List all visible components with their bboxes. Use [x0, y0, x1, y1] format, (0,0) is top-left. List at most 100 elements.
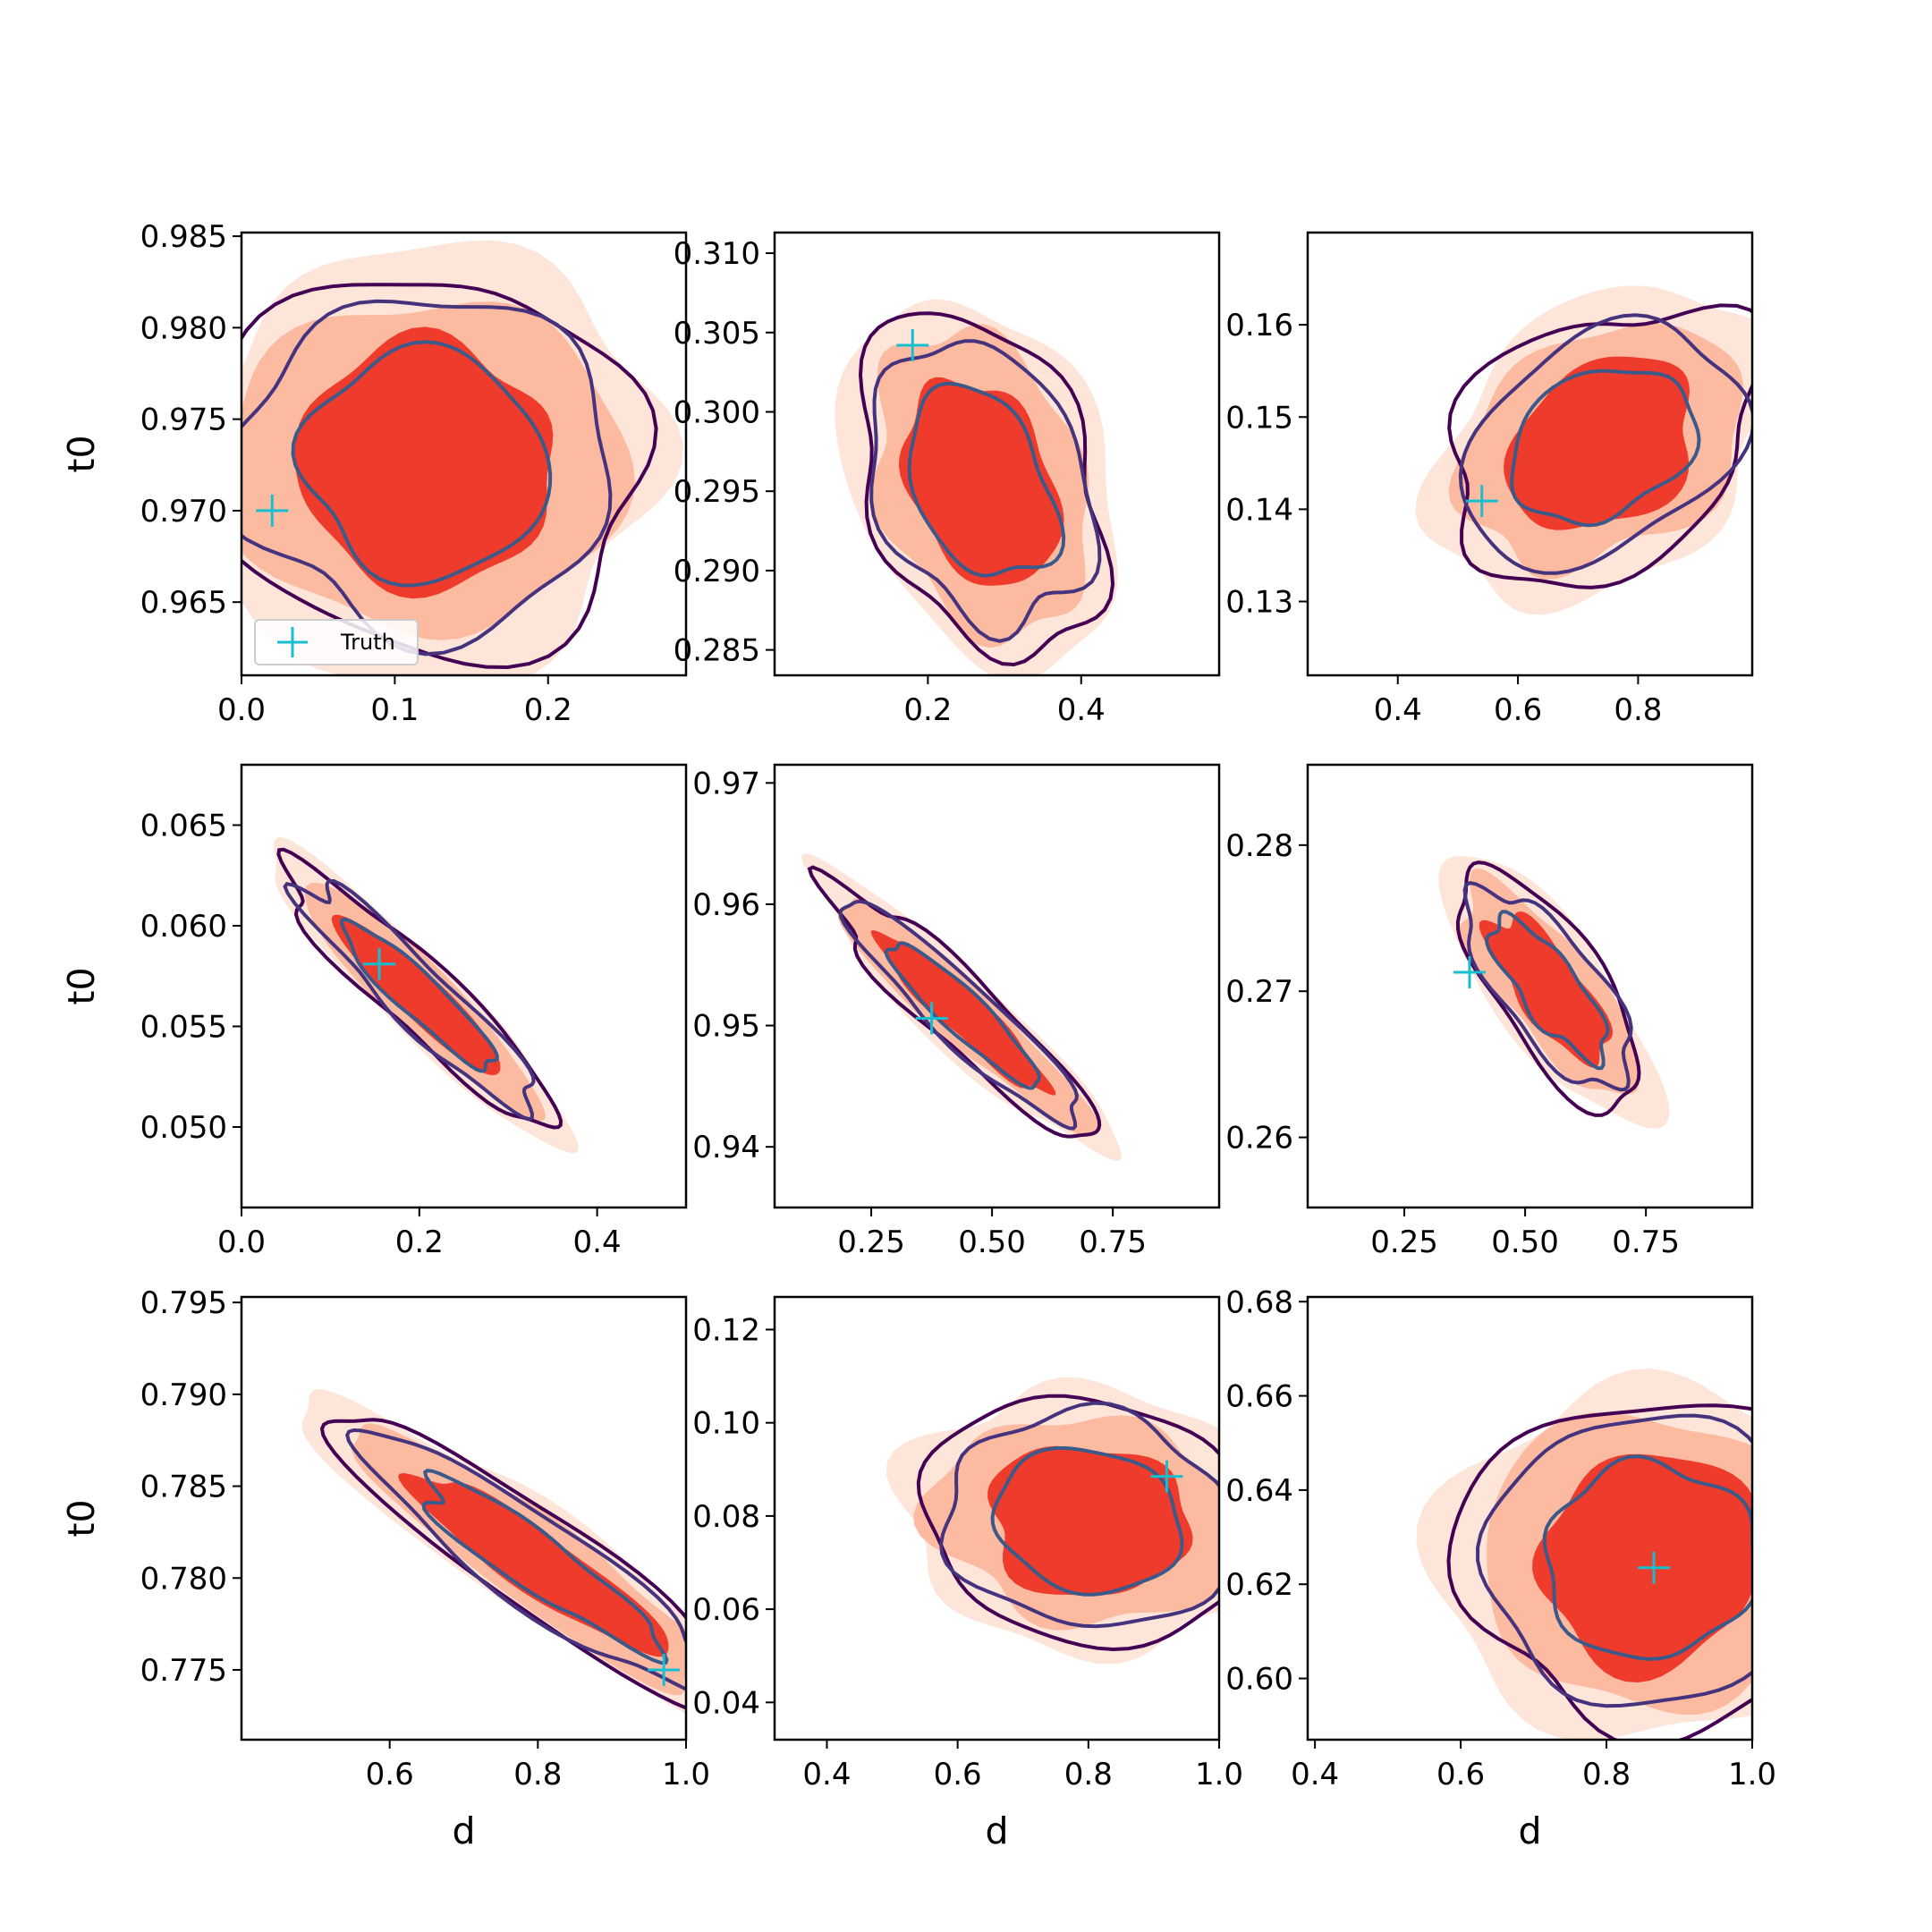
y-tick-label: 0.775 [140, 1653, 227, 1689]
x-tick-label: 0.8 [513, 1757, 562, 1792]
legend-label: Truth [340, 630, 395, 655]
y-tick-label: 0.065 [140, 809, 227, 844]
y-tick-label: 0.970 [140, 494, 227, 530]
contour-line-level-3 [340, 917, 500, 1073]
subplot-3-1: 0.6 0.8 1.0 0.775 0.780 0.785 0.790 0.795 t0 d [60, 1285, 710, 1852]
truth-marker [896, 328, 929, 361]
x-tick-label: 0.2 [524, 692, 572, 728]
plot-area [1416, 1368, 1752, 1740]
contour-line-level-3 [1510, 369, 1701, 528]
plot-area [835, 299, 1118, 675]
x-tick-label: 0.6 [934, 1757, 982, 1792]
density-fill-level-3 [987, 1445, 1193, 1596]
x-axis-label: d [985, 1809, 1008, 1852]
x-tick-label: 1.0 [662, 1757, 710, 1792]
contour-line-level-1 [1447, 303, 1752, 589]
contour-line-level-1 [916, 1394, 1219, 1652]
contour-line-level-3 [1485, 910, 1610, 1071]
plot-area [274, 837, 579, 1154]
truth-marker [1150, 1460, 1183, 1493]
truth-marker [363, 947, 396, 980]
x-tick-label: 0.4 [1291, 1757, 1339, 1792]
x-tick-label: 0.4 [1374, 692, 1422, 728]
truth-marker [1465, 485, 1498, 518]
subplot-2-1: 0.0 0.2 0.4 0.050 0.055 0.060 0.065 t0 [60, 763, 688, 1260]
y-tick-label: 0.26 [1225, 1121, 1293, 1157]
x-tick-label: 0.4 [802, 1757, 851, 1792]
x-tick-label: 0.25 [837, 1224, 905, 1260]
y-tick-label: 0.050 [140, 1110, 227, 1146]
subplot-1-2: 0.2 0.4 0.285 0.290 0.295 0.300 0.305 0.310 [674, 231, 1221, 728]
density-fill-level-3 [398, 1473, 669, 1657]
y-tick-label: 0.055 [140, 1010, 227, 1046]
axes-frame [773, 1295, 1221, 1741]
y-tick-label: 0.66 [1225, 1379, 1293, 1415]
y-axis-label: t0 [60, 967, 103, 1004]
y-tick-label: 0.10 [692, 1406, 760, 1442]
y-tick-label: 0.300 [674, 394, 760, 430]
x-tick-label: 0.8 [1582, 1757, 1631, 1792]
axes-frame [1306, 763, 1754, 1209]
x-tick-label: 0.0 [217, 692, 266, 728]
y-tick-label: 0.97 [692, 766, 760, 801]
density-fill-level-3 [898, 377, 1064, 586]
contour-line-level-2 [1462, 881, 1633, 1092]
x-tick-label: 0.4 [573, 1224, 622, 1260]
y-tick-label: 0.790 [140, 1377, 227, 1413]
y-tick-label: 0.96 [692, 887, 760, 923]
y-tick-label: 0.15 [1225, 400, 1293, 436]
legend: Truth [254, 619, 419, 665]
x-tick-label: 0.50 [1491, 1224, 1559, 1260]
x-tick-label: 0.75 [1612, 1224, 1680, 1260]
density-fill-level-3 [294, 326, 554, 599]
y-tick-label: 0.68 [1225, 1284, 1293, 1320]
y-tick-label: 0.795 [140, 1285, 227, 1321]
axes-frame [1306, 1295, 1754, 1741]
legend-box [254, 619, 419, 665]
x-tick-label: 0.1 [370, 692, 419, 728]
contour-line-level-1 [858, 311, 1115, 667]
truth-marker [1638, 1551, 1671, 1584]
contour-line-level-2 [242, 299, 613, 657]
density-fill-level-3 [870, 930, 1056, 1096]
axes-frame [1306, 231, 1754, 677]
contour-line-level-2 [838, 899, 1079, 1131]
contour-line-level-1 [1455, 860, 1641, 1117]
plot-area [1415, 285, 1752, 615]
truth-marker [648, 1653, 681, 1686]
y-tick-label: 0.295 [674, 474, 760, 510]
subplot-1-1: 0.0 0.1 0.2 0.965 0.970 0.975 0.980 0.985 t0 Trut… [60, 219, 688, 728]
contour-line-level-3 [990, 1446, 1184, 1597]
x-tick-label: 0.25 [1370, 1224, 1438, 1260]
y-tick-label: 0.16 [1225, 308, 1293, 343]
y-tick-label: 0.975 [140, 402, 227, 438]
plot-area [242, 240, 683, 675]
y-tick-label: 0.285 [674, 633, 760, 669]
truth-marker [1453, 955, 1486, 988]
y-axis-label: t0 [60, 1499, 103, 1537]
x-tick-label: 0.6 [1494, 692, 1542, 728]
contour-line-level-2 [1458, 313, 1752, 575]
density-fill-level-3 [1479, 911, 1613, 1068]
subplot-3-2: 0.4 0.6 0.8 1.0 0.04 0.06 0.08 0.10 0.12 d [692, 1295, 1243, 1852]
x-tick-label: 0.8 [1064, 1757, 1113, 1792]
x-tick-label: 0.6 [1436, 1757, 1485, 1792]
y-tick-label: 0.060 [140, 909, 227, 945]
contour-line-level-2 [345, 1428, 686, 1691]
x-axis-label: d [1518, 1809, 1541, 1852]
plot-area [301, 1389, 686, 1715]
contour-line-level-2 [939, 1401, 1219, 1629]
x-tick-label: 0.8 [1614, 692, 1662, 728]
y-tick-label: 0.785 [140, 1470, 227, 1505]
x-tick-label: 0.0 [217, 1224, 266, 1260]
contour-line-level-3 [1542, 1454, 1752, 1661]
y-tick-label: 0.985 [140, 219, 227, 255]
y-tick-label: 0.305 [674, 316, 760, 352]
contour-line-level-2 [869, 339, 1102, 643]
contour-line-level-2 [1476, 1413, 1752, 1708]
axes-frame [240, 763, 688, 1209]
x-tick-label: 0.2 [903, 692, 952, 728]
y-axis-label: t0 [60, 435, 103, 472]
y-tick-label: 0.13 [1225, 585, 1293, 621]
y-tick-label: 0.04 [692, 1685, 760, 1721]
